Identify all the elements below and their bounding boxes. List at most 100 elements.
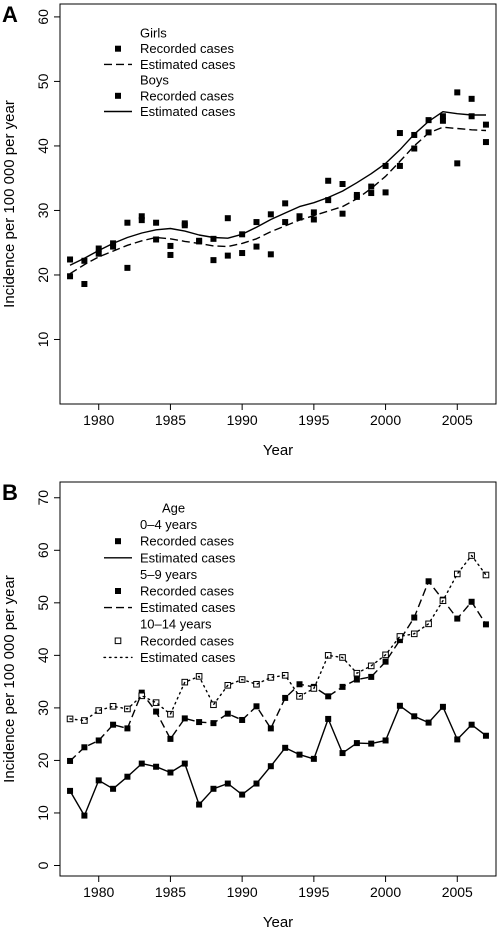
data-point	[282, 219, 289, 226]
legend-line-text: Estimated cases	[140, 104, 236, 119]
data-point	[138, 217, 145, 224]
data-point	[239, 250, 246, 257]
legend-marker	[114, 637, 122, 645]
data-point	[482, 139, 489, 146]
data-point	[167, 242, 174, 249]
data-point	[253, 219, 260, 226]
data-point	[482, 121, 489, 128]
legend-header-text: Boys	[140, 73, 169, 88]
x-axis-a: 1980 1985 1990 1995 2000 2005	[83, 404, 473, 428]
y-tick-label: 30	[35, 700, 51, 716]
data-point	[67, 256, 74, 263]
legend-title-text: Age	[162, 501, 185, 516]
x-tick-label: 1990	[227, 884, 258, 900]
data-point	[267, 251, 274, 258]
x-tick-label: 1995	[298, 412, 329, 428]
x-tick-label: 1985	[155, 884, 186, 900]
data-point	[124, 725, 131, 732]
x-tick-label: 1980	[83, 412, 114, 428]
data-point	[167, 735, 174, 742]
data-point	[267, 211, 274, 218]
data-point	[396, 162, 403, 169]
x-tick-label: 2000	[370, 412, 401, 428]
data-point	[425, 117, 432, 124]
y-axis-b: 0 10 20 30 40 50 60 70	[35, 490, 60, 869]
y-tick-label: 30	[35, 202, 51, 218]
legend-marker-text: Recorded cases	[140, 41, 234, 56]
data-point	[353, 676, 360, 683]
x-tick-label: 1985	[155, 412, 186, 428]
legend-line-text: Estimated cases	[140, 57, 236, 72]
legend-line-text: Estimated cases	[140, 600, 236, 615]
data-point	[181, 715, 188, 722]
data-point	[453, 570, 461, 578]
data-point	[324, 652, 332, 659]
series-line-2	[69, 705, 487, 817]
data-point	[81, 257, 88, 264]
data-point	[454, 89, 461, 96]
series-line-4	[69, 580, 487, 762]
data-point	[368, 673, 375, 680]
data-point	[153, 219, 160, 226]
data-point	[382, 658, 389, 665]
legend-marker	[115, 45, 121, 52]
legend-marker-text: Recorded cases	[140, 584, 234, 599]
data-point	[110, 721, 117, 728]
data-point	[468, 113, 475, 120]
data-point	[152, 699, 160, 706]
data-point	[239, 716, 246, 723]
series-line-6	[69, 554, 487, 722]
data-point	[439, 117, 446, 124]
data-point	[325, 177, 332, 184]
x-axis-label-a: Year	[263, 442, 293, 459]
data-point	[224, 710, 231, 717]
data-point	[325, 693, 332, 700]
data-point	[253, 243, 260, 250]
data-point	[396, 130, 403, 137]
y-tick-label: 10	[35, 805, 51, 821]
x-axis-label-b: Year	[263, 914, 293, 931]
plot-frame-b	[59, 481, 497, 877]
panel-b: B 1980 1985 1990 1995 2000 2005 0 10 20 30 40 50 60…	[1, 480, 497, 931]
x-tick-label: 1995	[298, 884, 329, 900]
data-point	[210, 235, 217, 242]
data-point	[368, 183, 375, 190]
data-point	[95, 737, 102, 744]
y-tick-label: 20	[35, 267, 51, 283]
data-point	[138, 692, 146, 700]
data-point	[138, 213, 145, 220]
x-tick-label: 1980	[83, 884, 114, 900]
series-layer-b	[66, 552, 490, 819]
x-tick-label: 2005	[442, 884, 473, 900]
y-axis-label-b: Incidence per 100 000 per year	[1, 575, 18, 783]
x-axis-b: 1980 1985 1990 1995 2000 2005	[83, 876, 473, 900]
data-point	[267, 725, 274, 732]
legend-header-text: 10–14 years	[140, 617, 212, 632]
series-line-2	[69, 126, 487, 275]
y-tick-label: 70	[35, 490, 51, 506]
data-point	[468, 95, 475, 102]
data-point	[224, 215, 231, 222]
y-tick-label: 40	[35, 647, 51, 663]
y-tick-label: 10	[35, 331, 51, 347]
data-point	[95, 250, 102, 257]
legend-header-text: 0–4 years	[140, 517, 198, 532]
data-point	[95, 245, 102, 252]
data-point	[325, 197, 332, 204]
data-point	[353, 191, 360, 198]
y-tick-label: 20	[35, 752, 51, 768]
x-tick-label: 1990	[227, 412, 258, 428]
panel-letter-a: A	[2, 2, 18, 27]
data-point	[124, 219, 131, 226]
legend-line-text: Estimated cases	[140, 550, 236, 565]
legend-line-text: Estimated cases	[140, 650, 236, 665]
data-point	[81, 281, 88, 287]
data-point	[196, 237, 203, 244]
plot-frame-a	[59, 3, 497, 405]
panel-a: A 1980 1985 1990 1995 2000 2005 102030405060 …	[1, 2, 497, 459]
data-point	[95, 707, 103, 714]
y-axis-a: 10 20 30 40 50 60	[35, 9, 60, 347]
